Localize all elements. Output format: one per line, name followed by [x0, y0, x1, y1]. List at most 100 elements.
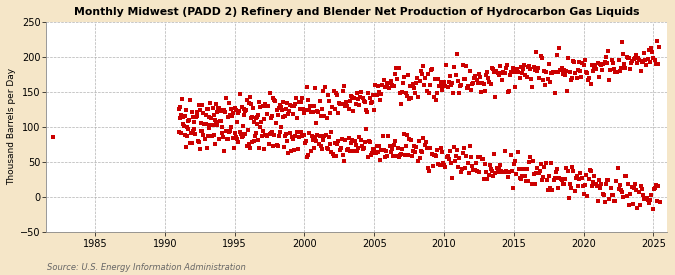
Point: [202, 145, 213, 150]
Point: [335, 146, 346, 150]
Point: [175, 105, 186, 109]
Point: [482, 177, 493, 181]
Point: [403, 152, 414, 157]
Point: [254, 146, 265, 150]
Point: [466, 82, 477, 86]
Point: [371, 144, 382, 148]
Point: [497, 78, 508, 82]
Point: [314, 99, 325, 104]
Point: [563, 56, 574, 60]
Point: [321, 116, 332, 120]
Point: [312, 109, 323, 114]
Point: [580, 173, 591, 177]
Point: [553, 186, 564, 190]
Point: [356, 90, 367, 95]
Point: [620, 174, 631, 178]
Point: [572, 68, 583, 72]
Point: [605, 186, 616, 191]
Point: [323, 147, 333, 152]
Point: [223, 137, 234, 141]
Point: [191, 114, 202, 119]
Point: [265, 116, 276, 120]
Point: [299, 141, 310, 146]
Point: [360, 140, 371, 144]
Point: [471, 78, 482, 82]
Point: [589, 64, 599, 69]
Point: [331, 90, 342, 95]
Point: [599, 60, 610, 64]
Point: [348, 148, 359, 153]
Point: [640, 58, 651, 63]
Point: [291, 95, 302, 100]
Point: [177, 122, 188, 127]
Point: [575, 171, 586, 175]
Point: [236, 134, 247, 139]
Point: [455, 170, 466, 174]
Point: [507, 65, 518, 70]
Point: [537, 56, 547, 60]
Point: [397, 90, 408, 94]
Point: [207, 123, 218, 127]
Point: [350, 143, 361, 147]
Point: [574, 177, 585, 181]
Point: [373, 84, 383, 88]
Point: [614, 69, 625, 73]
Point: [547, 70, 558, 75]
Point: [225, 107, 236, 112]
Point: [632, 60, 643, 65]
Point: [389, 72, 400, 76]
Point: [472, 81, 483, 85]
Point: [368, 147, 379, 151]
Point: [408, 144, 419, 148]
Point: [328, 154, 339, 158]
Point: [463, 84, 474, 89]
Point: [400, 153, 410, 157]
Point: [450, 154, 461, 159]
Point: [583, 78, 594, 82]
Point: [525, 155, 536, 160]
Text: Source: U.S. Energy Information Administration: Source: U.S. Energy Information Administ…: [47, 263, 246, 272]
Point: [491, 69, 502, 73]
Point: [269, 133, 280, 138]
Point: [419, 83, 430, 88]
Point: [328, 89, 339, 94]
Point: [250, 131, 261, 135]
Point: [343, 107, 354, 111]
Point: [294, 100, 305, 104]
Point: [241, 108, 252, 112]
Point: [323, 99, 334, 104]
Point: [374, 144, 385, 148]
Point: [569, 189, 580, 193]
Point: [219, 108, 230, 112]
Point: [533, 66, 543, 70]
Point: [474, 169, 485, 174]
Point: [383, 80, 394, 85]
Point: [545, 71, 556, 76]
Point: [566, 76, 577, 80]
Point: [446, 161, 457, 165]
Point: [531, 50, 541, 54]
Point: [427, 164, 438, 168]
Point: [192, 139, 203, 143]
Point: [354, 103, 364, 108]
Point: [547, 188, 558, 192]
Point: [207, 134, 217, 138]
Point: [331, 93, 342, 97]
Point: [549, 176, 560, 181]
Point: [529, 68, 540, 72]
Point: [553, 70, 564, 75]
Point: [532, 166, 543, 171]
Point: [614, 182, 625, 187]
Point: [475, 155, 486, 160]
Point: [485, 167, 496, 171]
Point: [375, 98, 385, 102]
Point: [233, 140, 244, 145]
Point: [598, 62, 609, 66]
Point: [514, 176, 525, 181]
Point: [592, 61, 603, 66]
Point: [652, 198, 663, 203]
Point: [483, 173, 494, 178]
Point: [286, 148, 296, 153]
Point: [426, 68, 437, 72]
Point: [211, 120, 221, 125]
